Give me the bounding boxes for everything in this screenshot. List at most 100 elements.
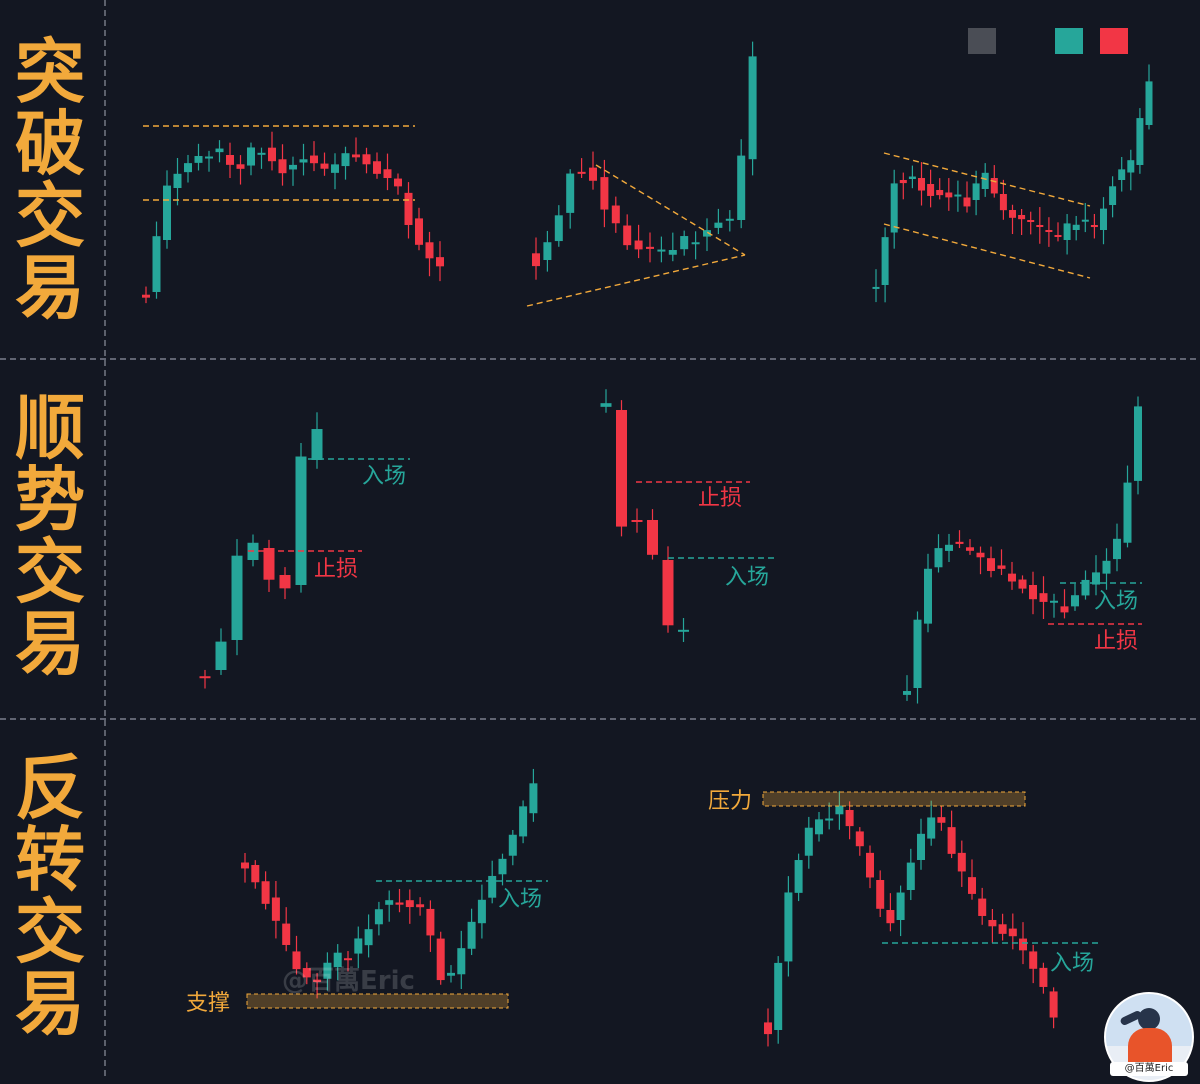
- candle-body: [282, 923, 291, 945]
- candle-body: [426, 908, 435, 936]
- candle-body: [247, 147, 255, 166]
- entry-label: 入场: [725, 565, 769, 590]
- candle-body: [634, 240, 643, 250]
- candle-body: [1072, 224, 1080, 230]
- candle-body: [890, 183, 898, 233]
- candle-body: [543, 242, 552, 260]
- candle-body: [936, 190, 944, 196]
- candle-body: [436, 938, 445, 981]
- triangle-upper-line: [595, 164, 746, 256]
- candle-body: [1049, 991, 1058, 1018]
- candle-body: [881, 237, 889, 285]
- title-char: 反: [15, 747, 85, 829]
- candle-body: [945, 544, 953, 551]
- candle-body: [354, 938, 363, 954]
- candle-body: [845, 810, 854, 827]
- candle-body: [835, 805, 844, 815]
- candle-body: [311, 429, 323, 460]
- candle-body: [1092, 572, 1100, 585]
- title-char: 破: [15, 103, 85, 185]
- candle-body: [457, 948, 466, 975]
- candle-body: [647, 520, 658, 555]
- candle-body: [374, 909, 383, 925]
- candle-body: [714, 222, 723, 228]
- candle-body: [352, 154, 360, 158]
- candle-body: [1009, 210, 1016, 218]
- stop-label: 止损: [1094, 629, 1138, 654]
- candle-body: [1036, 225, 1044, 227]
- candle-body: [600, 403, 612, 407]
- candle-body: [241, 862, 249, 869]
- candle-body: [299, 159, 308, 163]
- candle-body: [302, 968, 311, 978]
- title-char: 交: [15, 891, 85, 973]
- candle-body: [1045, 230, 1053, 232]
- candle-body: [804, 827, 813, 856]
- candle-body: [1054, 235, 1062, 237]
- candle-body: [988, 920, 997, 927]
- candle-body: [748, 56, 757, 160]
- candle-body: [577, 171, 586, 174]
- candle-body: [236, 164, 245, 169]
- candle-body: [678, 629, 689, 632]
- title-char: 势: [15, 459, 85, 541]
- stop-label: 止损: [314, 557, 358, 582]
- row-title-breakout: 突 破 交 易: [8, 36, 92, 324]
- candle-body: [529, 783, 538, 814]
- entry-label: 入场: [362, 464, 406, 489]
- candle-body: [1100, 208, 1107, 230]
- badge-label: @百萬Eric: [1110, 1062, 1188, 1076]
- candle-body: [784, 892, 793, 962]
- candle-body: [532, 253, 540, 267]
- candle-body: [963, 197, 971, 207]
- entry-label: 入场: [1050, 951, 1094, 976]
- candle-body: [1127, 160, 1135, 173]
- candle-body: [1050, 600, 1058, 603]
- candle-body: [794, 860, 803, 893]
- candle-body: [344, 958, 352, 961]
- candle-body: [990, 178, 998, 194]
- candle-body: [589, 167, 597, 181]
- candle-body: [668, 250, 677, 255]
- candle-body: [289, 164, 297, 170]
- candle-body: [737, 155, 746, 220]
- legend-swatch-neutral: [968, 28, 996, 54]
- candle-body: [362, 154, 371, 165]
- candle-body: [1039, 967, 1048, 987]
- candle-body: [331, 164, 339, 173]
- candle-body: [1027, 220, 1035, 222]
- candle-body: [855, 831, 864, 847]
- candle-body: [1123, 482, 1132, 543]
- candle-body: [957, 852, 966, 872]
- legend-swatch-bear: [1100, 28, 1128, 54]
- candle-body: [1134, 406, 1142, 481]
- candle-body: [364, 929, 373, 946]
- resistance-label: 压力: [708, 789, 752, 814]
- candle-body: [934, 548, 943, 568]
- candle-body: [199, 676, 211, 679]
- candle-body: [554, 215, 563, 242]
- candle-body: [1136, 118, 1144, 165]
- candle-body: [680, 236, 689, 250]
- candle-body: [987, 558, 995, 571]
- candle-body: [1060, 606, 1069, 613]
- candle-body: [945, 192, 953, 198]
- candle-body: [295, 456, 307, 585]
- candle-body: [774, 962, 783, 1030]
- candle-body: [886, 910, 895, 924]
- candle-body: [954, 194, 962, 197]
- candle-body: [903, 691, 911, 695]
- candle-body: [447, 972, 455, 976]
- candle-body: [373, 161, 381, 174]
- candle-body: [924, 568, 932, 624]
- title-char: 易: [15, 247, 85, 329]
- candle-body: [981, 172, 989, 189]
- candle-body: [866, 852, 874, 878]
- candle-body: [927, 817, 936, 839]
- candle-body: [278, 159, 287, 174]
- candle-body: [261, 881, 270, 904]
- candle-body: [263, 548, 275, 580]
- candle-body: [876, 880, 885, 909]
- watermark: @百萬Eric: [282, 966, 415, 996]
- candle-body: [163, 185, 171, 240]
